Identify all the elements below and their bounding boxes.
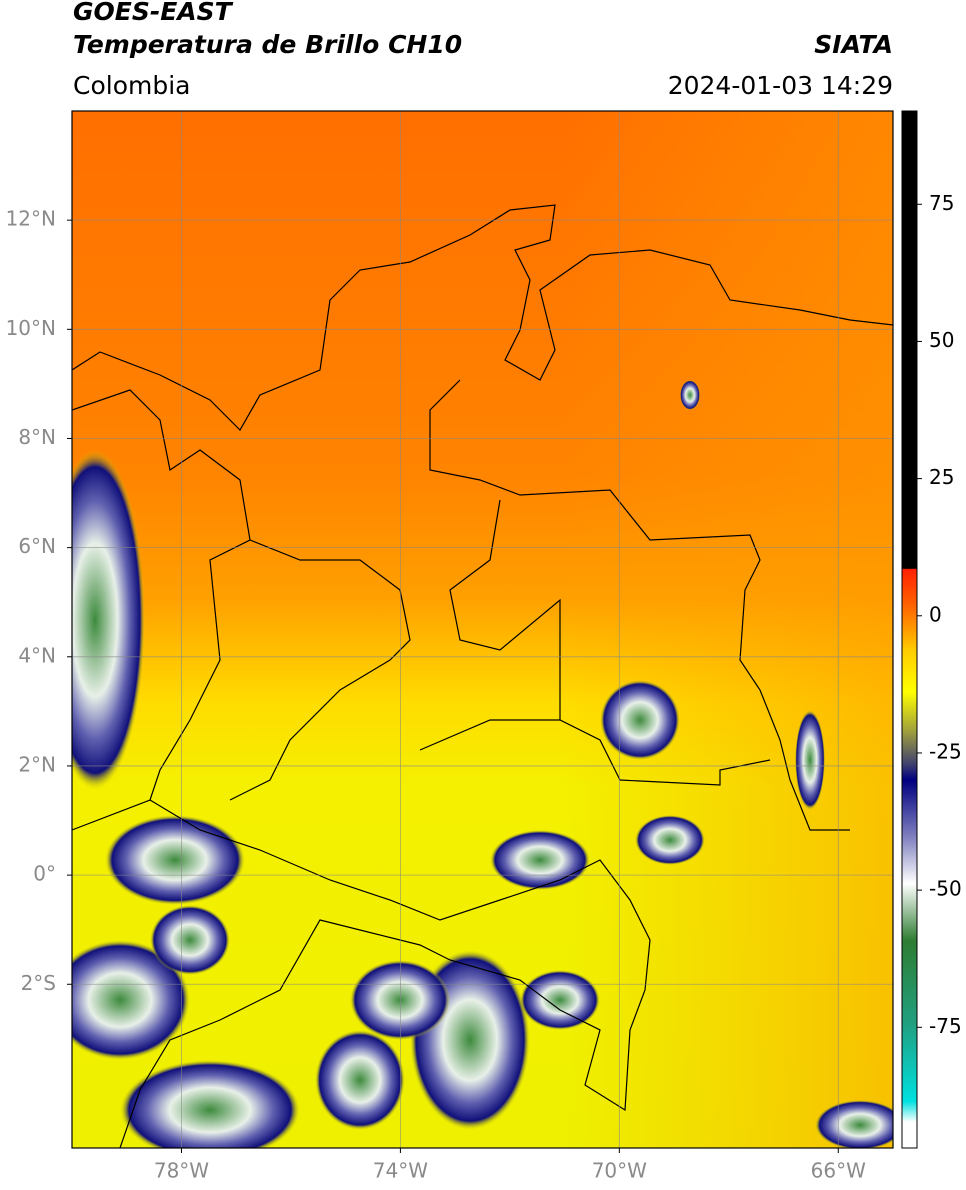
map-image xyxy=(72,111,893,1148)
map-frame xyxy=(71,110,894,1149)
subtitle: Temperatura de Brillo CH10 xyxy=(73,30,462,59)
y-tick-label: 8°N xyxy=(18,425,56,449)
x-tick-label: 70°W xyxy=(592,1159,647,1183)
source: SIATA xyxy=(814,30,893,59)
colorbar-tick-label: 25 xyxy=(929,465,954,489)
x-tick-label: 78°W xyxy=(154,1159,209,1183)
y-tick-label: 2°S xyxy=(21,971,56,995)
y-tick-label: 2°N xyxy=(18,752,56,776)
grid xyxy=(72,111,893,1148)
colorbar-tick-label: 50 xyxy=(929,328,954,352)
y-tick-label: 6°N xyxy=(18,534,56,558)
colorbar-tick-label: -50 xyxy=(929,877,962,901)
colorbar xyxy=(901,110,918,1149)
title: GOES-EAST xyxy=(73,0,234,26)
y-tick-label: 12°N xyxy=(6,207,56,231)
region: Colombia xyxy=(73,71,190,100)
colorbar-tick-label: -25 xyxy=(929,739,962,763)
datetime: 2024-01-03 14:29 xyxy=(668,71,893,100)
colorbar-tick-label: 75 xyxy=(929,191,954,215)
x-tick-label: 66°W xyxy=(811,1159,866,1183)
colorbar-tick-label: -75 xyxy=(929,1014,962,1038)
y-tick-label: 10°N xyxy=(6,316,56,340)
x-tick-label: 74°W xyxy=(373,1159,428,1183)
y-tick-label: 4°N xyxy=(18,643,56,667)
colorbar-tick-label: 0 xyxy=(929,602,942,626)
y-tick-label: 0° xyxy=(33,862,56,886)
